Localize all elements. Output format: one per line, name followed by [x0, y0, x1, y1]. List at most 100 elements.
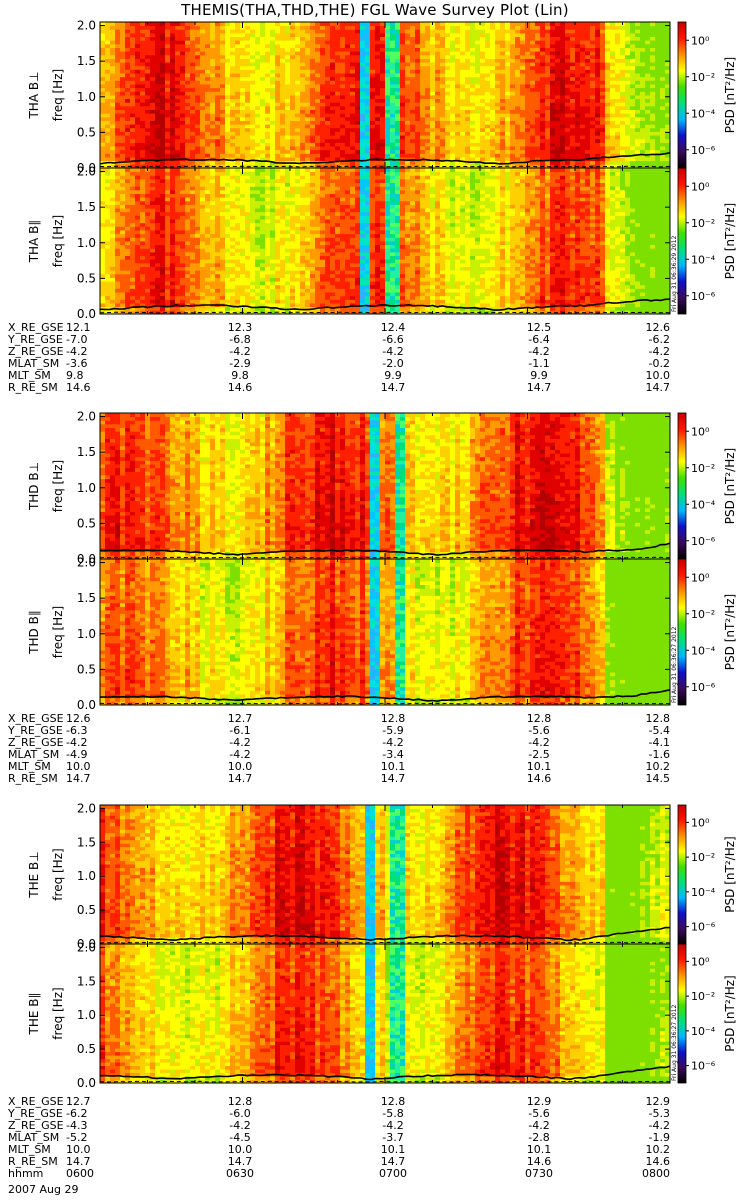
spectrogram-cell: [470, 150, 475, 154]
spectrogram-cell: [285, 66, 290, 70]
spectrogram-cell: [460, 91, 465, 95]
spectrogram-cell: [275, 26, 280, 30]
spectrogram-cell: [260, 37, 265, 41]
spectrogram-cell: [440, 135, 445, 139]
spectrogram-cell: [240, 88, 245, 92]
spectrogram-cell: [240, 102, 245, 106]
spectrogram-cell: [315, 51, 320, 55]
spectrogram-cell: [250, 22, 255, 26]
spectrogram-cell: [120, 80, 125, 84]
spectrogram-cell: [360, 33, 365, 37]
spectrogram-cell: [650, 113, 655, 117]
spectrogram-cell: [100, 234, 105, 238]
spectrogram-cell: [105, 270, 110, 274]
spectrogram-cell: [140, 84, 145, 88]
spectrogram-cell: [175, 62, 180, 66]
spectrogram-cell: [485, 33, 490, 37]
spectrogram-cell: [320, 128, 325, 132]
spectrogram-cell: [395, 37, 400, 41]
spectrogram-cell: [285, 106, 290, 110]
spectrogram-cell: [200, 48, 205, 52]
spectrogram-cell: [165, 139, 170, 143]
spectrogram-cell: [380, 84, 385, 88]
spectrogram-cell: [115, 281, 120, 285]
spectrogram-cell: [475, 95, 480, 99]
spectrogram-cell: [565, 135, 570, 139]
spectrogram-cell: [255, 88, 260, 92]
spectrogram-cell: [430, 62, 435, 66]
spectrogram-cell: [100, 263, 105, 267]
spectrogram-cell: [120, 84, 125, 88]
spectrogram-cell: [230, 33, 235, 37]
spectrogram-cell: [170, 91, 175, 95]
spectrogram-cell: [245, 132, 250, 136]
spectrogram-cell: [375, 66, 380, 70]
spectrogram-cell: [605, 161, 610, 165]
spectrogram-cell: [115, 77, 120, 81]
spectrogram-cell: [105, 117, 110, 121]
spectrogram-cell: [195, 106, 200, 110]
spectrogram-cell: [355, 29, 360, 33]
spectrogram-cell: [255, 48, 260, 52]
spectrogram-cell: [575, 106, 580, 110]
spectrogram-cell: [245, 91, 250, 95]
spectrogram-cell: [640, 77, 645, 81]
spectrogram-cell: [350, 33, 355, 37]
spectrogram-cell: [285, 99, 290, 103]
spectrogram-cell: [555, 113, 560, 117]
spectrogram-cell: [130, 44, 135, 48]
spectrogram-cell: [605, 124, 610, 128]
spectrogram-cell: [185, 91, 190, 95]
spectrogram-cell: [555, 22, 560, 26]
spectrogram-cell: [290, 153, 295, 157]
spectrogram-cell: [450, 142, 455, 146]
spectrogram-cell: [355, 106, 360, 110]
spectrogram-cell: [305, 139, 310, 143]
spectrogram-cell: [535, 124, 540, 128]
spectrogram-cell: [535, 55, 540, 59]
spectrogram-cell: [260, 26, 265, 30]
spectrogram-cell: [150, 117, 155, 121]
spectrogram-cell: [135, 223, 140, 227]
spectrogram-cell: [335, 153, 340, 157]
spectrogram-cell: [655, 55, 660, 59]
spectrogram-cell: [150, 33, 155, 37]
spectrogram-cell: [515, 117, 520, 121]
spectrogram-cell: [245, 29, 250, 33]
spectrogram-cell: [485, 150, 490, 154]
spectrogram-cell: [205, 135, 210, 139]
spectrogram-cell: [340, 99, 345, 103]
spectrogram-cell: [130, 150, 135, 154]
spectrogram-cell: [630, 132, 635, 136]
spectrogram-cell: [320, 88, 325, 92]
spectrogram-cell: [630, 40, 635, 44]
spectrogram-cell: [110, 237, 115, 241]
spectrogram-cell: [180, 33, 185, 37]
spectrogram-cell: [385, 121, 390, 125]
spectrogram-cell: [210, 106, 215, 110]
spectrogram-cell: [445, 77, 450, 81]
spectrogram-cell: [535, 139, 540, 143]
spectrogram-cell: [440, 55, 445, 59]
spectrogram-cell: [560, 142, 565, 146]
spectrogram-cell: [100, 48, 105, 52]
spectrogram-cell: [170, 161, 175, 165]
spectrogram-cell: [305, 59, 310, 63]
spectrogram-cell: [110, 153, 115, 157]
spectrogram-cell: [650, 55, 655, 59]
spectrogram-cell: [200, 124, 205, 128]
spectrogram-cell: [650, 66, 655, 70]
spectrogram-cell: [110, 88, 115, 92]
colorbar-tick-label: 10⁻⁴: [691, 107, 716, 120]
spectrogram-cell: [430, 37, 435, 41]
spectrogram-cell: [115, 157, 120, 161]
spectrogram-cell: [390, 77, 395, 81]
spectrogram-cell: [440, 33, 445, 37]
spectrogram-cell: [590, 44, 595, 48]
spectrogram-cell: [370, 135, 375, 139]
spectrogram-cell: [115, 230, 120, 234]
spectrogram-cell: [615, 73, 620, 77]
spectrogram-cell: [275, 106, 280, 110]
spectrogram-cell: [315, 55, 320, 59]
spectrogram-cell: [320, 59, 325, 63]
